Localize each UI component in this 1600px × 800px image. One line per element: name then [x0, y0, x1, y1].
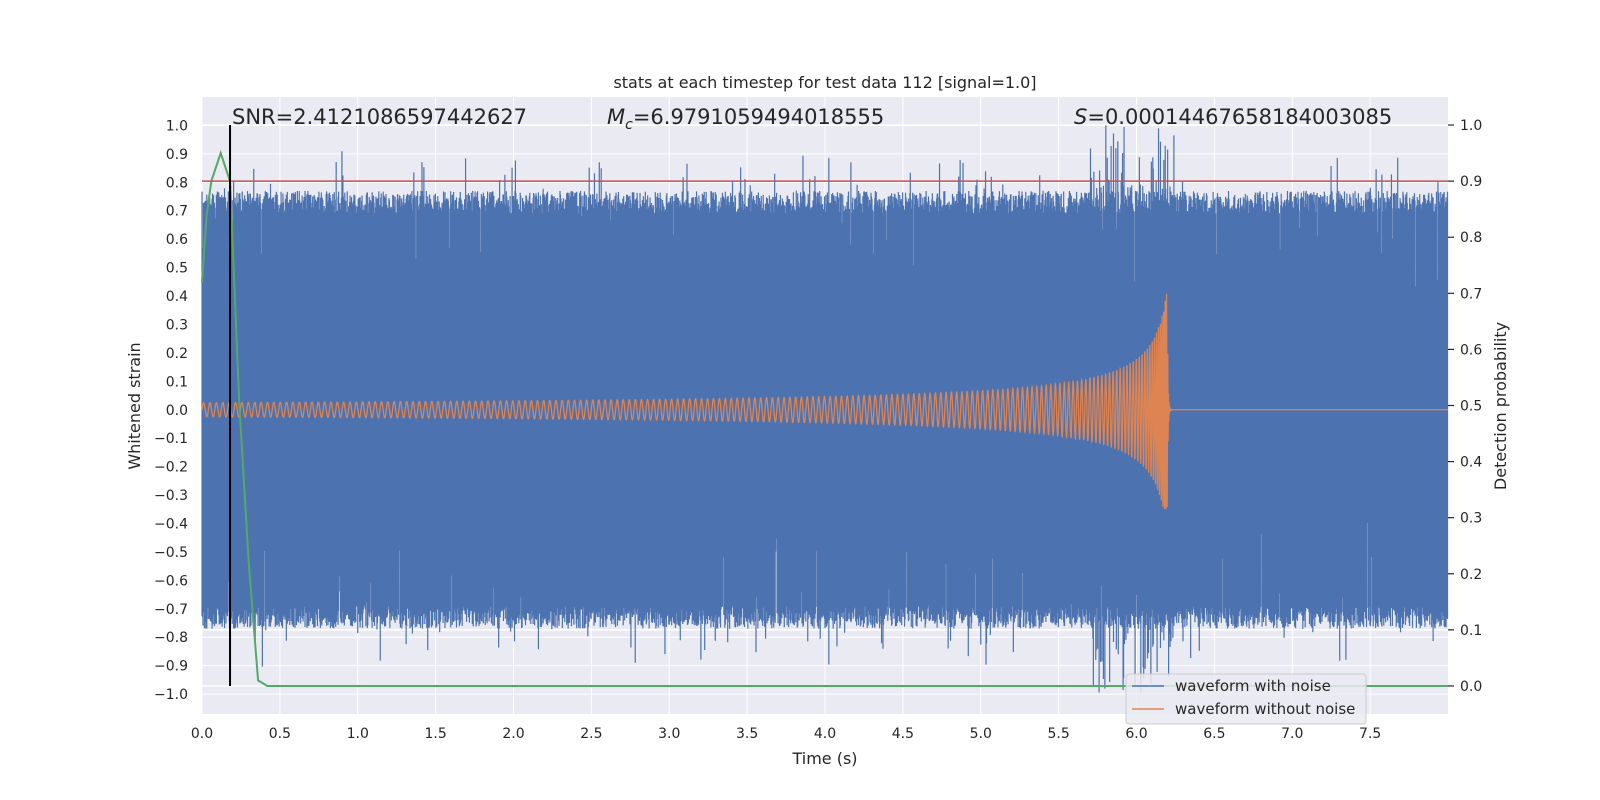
y2-tick-label: 0.0: [1460, 679, 1482, 695]
y2-tick-label: 0.7: [1460, 286, 1482, 302]
x-tick-label: 4.0: [814, 726, 836, 742]
y-tick-label: 0.7: [166, 204, 188, 220]
s-value: =0.00014467658184003085: [1087, 105, 1392, 129]
s-symbol: S: [1074, 105, 1087, 129]
legend-label-clean: waveform without noise: [1175, 700, 1355, 718]
y-axis-ticks: 1.0 0.9 0.8 0.7 0.6 0.5 0.4 0.3 0.2 0.1 0.0 −0.1 −0.…: [154, 118, 188, 703]
y-tick-label: −0.4: [154, 516, 188, 532]
legend: waveform with noise waveform without noi…: [1125, 673, 1367, 725]
x-tick-label: 2.5: [580, 726, 602, 742]
y2-tick-label: 0.6: [1460, 342, 1482, 358]
x-tick-label: 0.0: [191, 726, 213, 742]
x-tick-label: 3.5: [736, 726, 758, 742]
clean-series: [201, 293, 1448, 510]
y-axis-label: Whitened strain: [125, 342, 144, 469]
x-tick-label: 7.5: [1359, 726, 1381, 742]
x-tick-label: 3.0: [658, 726, 680, 742]
mc-value: =6.9791059494018555: [633, 105, 884, 129]
x-tick-label: 6.5: [1203, 726, 1225, 742]
y-tick-label: −0.1: [154, 431, 188, 447]
y2-tick-label: 0.1: [1460, 623, 1482, 639]
y-tick-label: 0.6: [166, 232, 188, 248]
y-tick-label: −0.9: [154, 659, 188, 675]
x-tick-label: 7.0: [1281, 726, 1303, 742]
y-tick-label: −0.8: [154, 630, 188, 646]
legend-box: [1125, 673, 1367, 725]
s-annotation: S=0.00014467658184003085: [1074, 105, 1392, 129]
x-tick-label: 5.0: [970, 726, 992, 742]
x-tick-label: 1.0: [347, 726, 369, 742]
chart-title: stats at each timestep for test data 112…: [613, 73, 1036, 92]
mc-symbol: M: [607, 105, 625, 129]
y2-tick-label: 0.4: [1460, 455, 1482, 471]
y-tick-label: 0.3: [166, 317, 188, 333]
x-tick-label: 5.5: [1047, 726, 1069, 742]
y2-axis-ticks: 1.0 0.9 0.8 0.7 0.6 0.5 0.4 0.3 0.2 0.1 0.0: [1448, 118, 1482, 695]
y-tick-label: 0.9: [166, 147, 188, 163]
y2-tick-label: 1.0: [1460, 118, 1482, 134]
x-tick-label: 0.5: [269, 726, 291, 742]
mc-annotation: Mc=6.9791059494018555: [607, 105, 884, 133]
x-tick-label: 1.5: [424, 726, 446, 742]
y-tick-label: 0.4: [166, 289, 188, 305]
probability-series: [201, 149, 1448, 687]
y2-axis-label: Detection probability: [1491, 322, 1510, 490]
x-tick-label: 2.0: [502, 726, 524, 742]
y-tick-label: −0.3: [154, 488, 188, 504]
y-tick-label: 0.8: [166, 175, 188, 191]
series-waveform-without-noise: [201, 293, 1448, 510]
y-tick-label: −0.2: [154, 460, 188, 476]
y2-tick-label: 0.8: [1460, 230, 1482, 246]
legend-label-noise: waveform with noise: [1175, 677, 1331, 695]
y-tick-label: −0.5: [154, 545, 188, 561]
y-tick-label: −1.0: [154, 687, 188, 703]
y-tick-label: 0.5: [166, 261, 188, 277]
y-tick-label: 0.0: [166, 403, 188, 419]
y-tick-label: 0.2: [166, 346, 188, 362]
snr-annotation: SNR=2.4121086597442627: [232, 105, 527, 129]
y-tick-label: −0.7: [154, 602, 188, 618]
x-axis-ticks: 0.0 0.5 1.0 1.5 2.0 2.5 3.0 3.5 4.0 4.5 5.0 5.5 6.0 6…: [191, 726, 1381, 742]
y2-tick-label: 0.5: [1460, 399, 1482, 415]
y-tick-label: 1.0: [166, 118, 188, 134]
x-axis-label: Time (s): [791, 749, 857, 768]
y2-tick-label: 0.3: [1460, 511, 1482, 527]
series-detection-probability: [201, 149, 1448, 687]
y2-tick-label: 0.9: [1460, 174, 1482, 190]
x-tick-label: 4.5: [892, 726, 914, 742]
x-tick-label: 6.0: [1125, 726, 1147, 742]
y-tick-label: 0.1: [166, 374, 188, 390]
y-tick-label: −0.6: [154, 573, 188, 589]
y2-tick-label: 0.2: [1460, 567, 1482, 583]
mc-subscript: c: [625, 117, 633, 133]
